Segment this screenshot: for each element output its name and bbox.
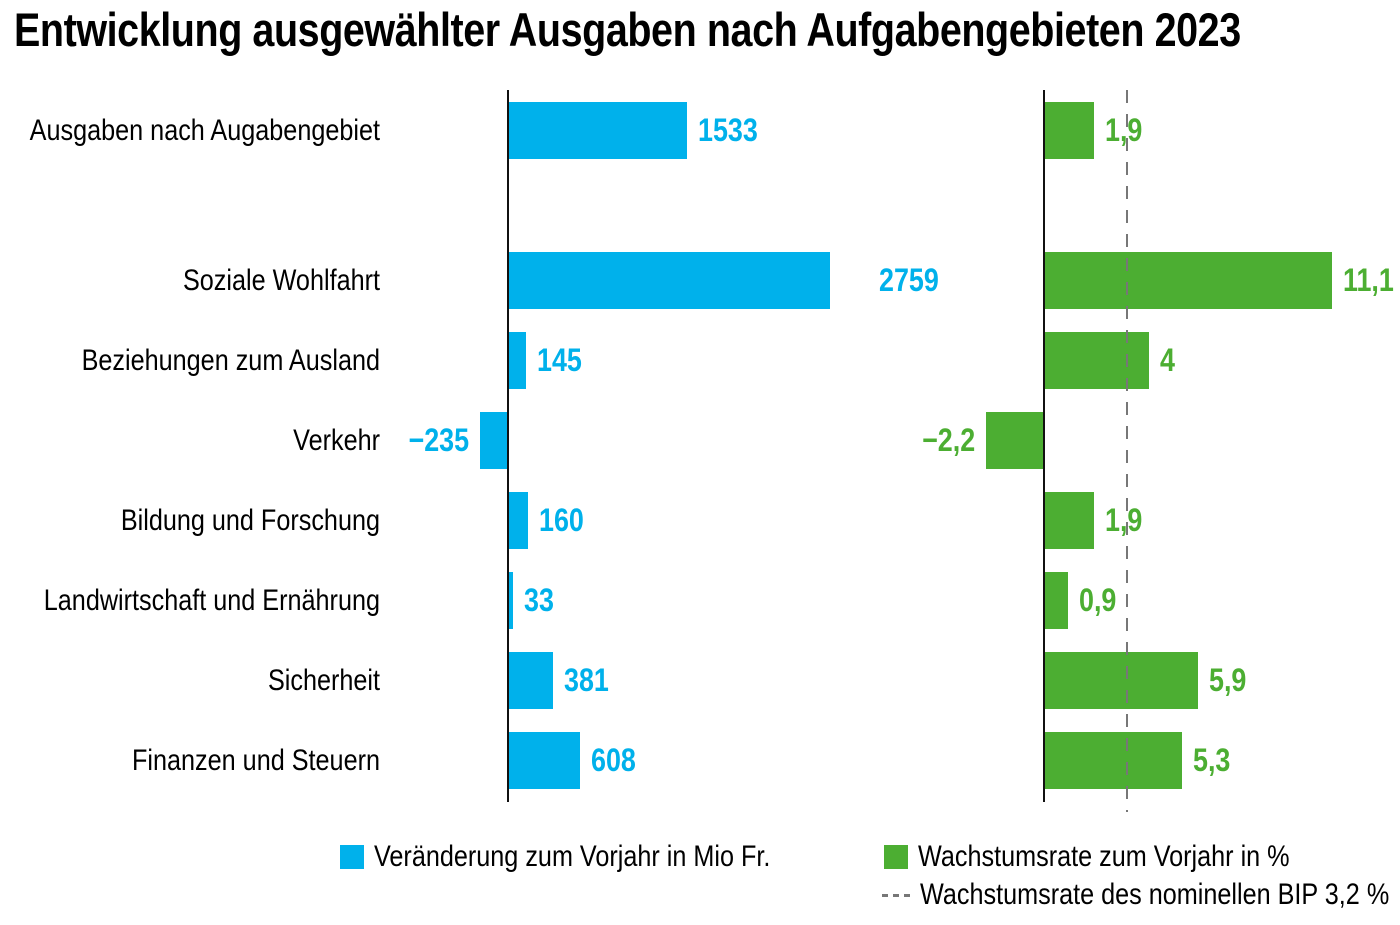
reference-legend-label: Wachstumsrate des nominellen BIP 3,2 % — [920, 878, 1390, 911]
blue-value-label: −235 — [408, 422, 469, 458]
green-value-label: 11,1 — [1343, 262, 1394, 298]
category-label: Landwirtschaft und Ernährung — [43, 583, 380, 617]
category-label: Finanzen und Steuern — [132, 743, 380, 777]
blue-bar — [509, 102, 687, 159]
green-bar — [1045, 652, 1198, 709]
blue-bar — [509, 332, 526, 389]
category-label: Soziale Wohlfahrt — [182, 263, 380, 297]
green-legend-label: Wachstumsrate zum Vorjahr in % — [918, 840, 1290, 873]
blue-value-label: 608 — [591, 742, 636, 778]
category-label: Sicherheit — [267, 663, 380, 697]
blue-value-label: 381 — [564, 662, 609, 698]
blue-series-swatch-icon — [340, 845, 364, 869]
green-value-label: 5,9 — [1209, 662, 1247, 698]
blue-value-label: 2759 — [879, 262, 939, 298]
blue-legend-label: Veränderung zum Vorjahr in Mio Fr. — [374, 840, 771, 873]
green-value-label: 5,3 — [1193, 742, 1231, 778]
legend-item-green: Wachstumsrate zum Vorjahr in % — [884, 840, 1360, 873]
dashed-line-swatch-icon — [882, 893, 910, 897]
green-bar — [1045, 732, 1182, 789]
green-bar — [1045, 102, 1094, 159]
green-series-swatch-icon — [884, 845, 908, 869]
category-label: Ausgaben nach Augabengebiet — [29, 113, 381, 147]
green-bar — [1045, 332, 1149, 389]
legend-item-blue: Veränderung zum Vorjahr in Mio Fr. — [340, 840, 846, 873]
category-label: Beziehungen zum Ausland — [81, 343, 380, 377]
left-axis-line — [507, 90, 509, 802]
blue-bar — [480, 412, 507, 469]
green-bar — [986, 412, 1043, 469]
blue-value-label: 1533 — [698, 112, 758, 148]
category-label: Verkehr — [293, 423, 380, 457]
blue-bar — [509, 252, 830, 309]
green-bar — [1045, 572, 1068, 629]
legend-item-reference: Wachstumsrate des nominellen BIP 3,2 % — [882, 878, 1400, 911]
bip-reference-line — [1126, 90, 1128, 812]
green-value-label: 0,9 — [1079, 582, 1117, 618]
chart-title: Entwicklung ausgewählter Ausgaben nach A… — [14, 3, 1241, 56]
right-axis-line — [1043, 90, 1045, 802]
blue-value-label: 33 — [524, 582, 554, 618]
blue-bar — [509, 732, 580, 789]
blue-value-label: 160 — [539, 502, 584, 538]
green-value-label: 1,9 — [1105, 502, 1143, 538]
green-value-label: 4 — [1160, 342, 1175, 378]
green-value-label: 1,9 — [1105, 112, 1143, 148]
green-bar — [1045, 492, 1094, 549]
blue-bar — [509, 492, 528, 549]
green-value-label: −2,2 — [921, 422, 975, 458]
blue-value-label: 145 — [537, 342, 582, 378]
category-label: Bildung und Forschung — [120, 503, 381, 537]
blue-bar — [509, 652, 553, 709]
green-bar — [1045, 252, 1332, 309]
blue-bar — [509, 572, 513, 629]
